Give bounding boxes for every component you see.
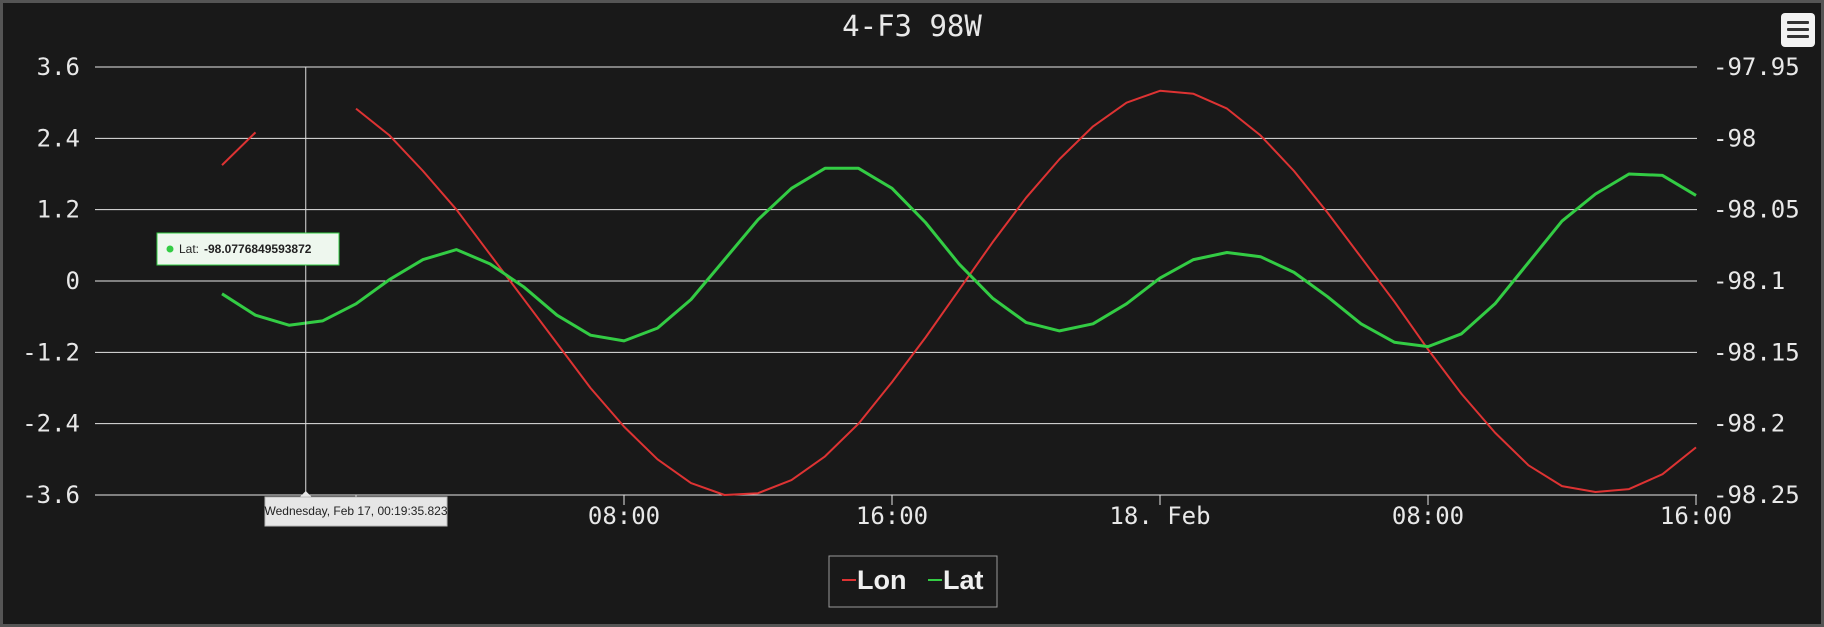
chart-title: 4-F3 98W (842, 9, 982, 43)
y-right-tick-label: -98.1 (1713, 267, 1785, 295)
chart-menu-button[interactable] (1781, 13, 1815, 47)
x-tick-label: 08:00 (1392, 502, 1464, 530)
x-tick-label: 16:00 (1660, 502, 1732, 530)
y-left-tick-label: 0 (66, 267, 80, 295)
menu-icon-bar (1787, 28, 1809, 31)
y-right-tick-label: -98.05 (1713, 196, 1800, 224)
date-tooltip-box (264, 496, 448, 527)
series-line-lon (221, 89, 1697, 496)
x-tick-label: 16:00 (856, 502, 928, 530)
x-tick-label: 18. Feb (1109, 502, 1210, 530)
y-right-tick-label: -98.15 (1713, 338, 1800, 366)
series-tooltip-box (156, 232, 340, 266)
y-left-tick-label: -3.6 (22, 481, 80, 509)
date-tooltip-text: Wednesday, Feb 17, 00:19:35.823 (264, 504, 447, 518)
y-left-tick-label: 3.6 (37, 53, 80, 81)
series-tooltip-label: Lat: (179, 242, 199, 256)
legend-item-lat[interactable]: Lat (943, 565, 984, 595)
y-right-tick-label: -97.95 (1713, 53, 1800, 81)
y-left-tick-label: 1.2 (37, 196, 80, 224)
y-right-tick-label: -98.2 (1713, 410, 1785, 438)
series-tooltip-dot (166, 245, 174, 253)
series-tooltip-value: -98.0776849593872 (204, 242, 312, 256)
menu-icon-bar (1787, 35, 1809, 38)
series-line-lat (221, 166, 1697, 349)
date-tooltip-pointer (299, 491, 312, 497)
y-left-tick-label: 2.4 (37, 124, 80, 152)
menu-icon-bar (1787, 21, 1809, 24)
x-tick-label: 08:00 (588, 502, 660, 530)
legend-box (828, 555, 998, 608)
y-right-tick-label: -98 (1713, 124, 1756, 152)
y-left-tick-label: -1.2 (22, 338, 80, 366)
y-right-tick-label: -98.25 (1713, 481, 1800, 509)
legend-item-lon[interactable]: Lon (857, 565, 906, 595)
y-left-tick-label: -2.4 (22, 410, 80, 438)
